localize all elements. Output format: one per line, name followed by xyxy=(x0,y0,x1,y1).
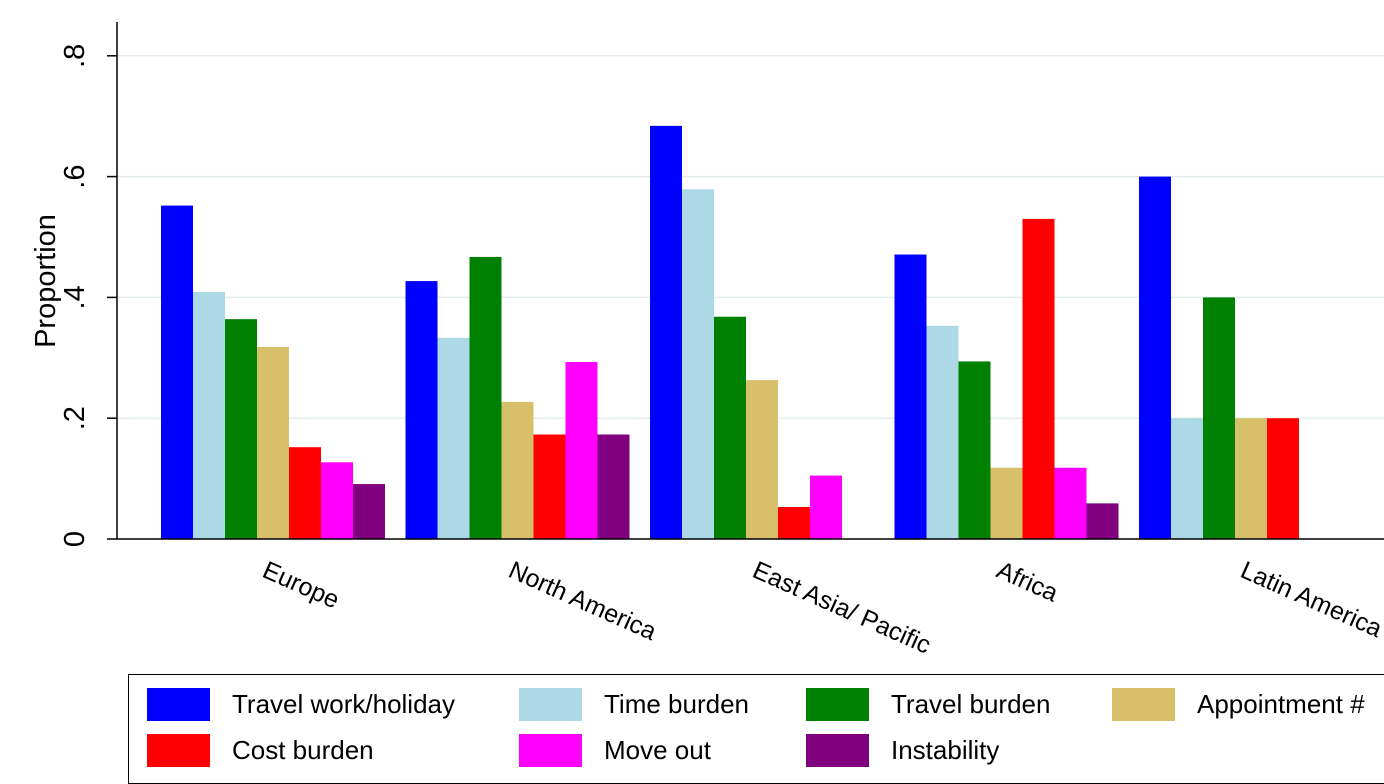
bar xyxy=(958,361,991,539)
bar xyxy=(437,337,470,539)
bar xyxy=(894,254,927,540)
legend-item: Time burden xyxy=(519,687,749,721)
x-tick-label: East Asia/ Pacific xyxy=(748,556,935,660)
legend-item: Travel work/holiday xyxy=(147,687,455,721)
legend-item: Travel burden xyxy=(806,687,1050,721)
legend-swatch xyxy=(147,733,210,767)
x-tick-label: Africa xyxy=(992,556,1062,608)
bar xyxy=(746,380,778,539)
legend-label: Appointment # xyxy=(1197,688,1365,719)
legend: Travel work/holiday Time burden Travel bur… xyxy=(128,674,1384,784)
y-tick-label: .2 xyxy=(59,406,91,430)
bar xyxy=(650,125,682,539)
bar xyxy=(501,401,534,539)
bar xyxy=(289,447,321,539)
x-labels: Europe North America East Asia/ Pacific Afr… xyxy=(258,556,1384,660)
bar xyxy=(778,506,810,539)
x-tick-label: Latin America xyxy=(1236,556,1384,643)
x-tick-label: Europe xyxy=(258,556,343,614)
grid-lines xyxy=(117,55,1384,419)
bar xyxy=(714,316,746,539)
bar xyxy=(990,467,1023,539)
bar xyxy=(926,325,959,539)
bar xyxy=(225,319,257,539)
legend-swatch xyxy=(1112,687,1175,721)
legend-item: Instability xyxy=(806,733,999,767)
legend-label: Move out xyxy=(604,734,711,765)
legend-label: Travel work/holiday xyxy=(232,688,456,719)
bar xyxy=(1054,467,1087,539)
bar xyxy=(1235,418,1267,539)
bar xyxy=(321,462,353,539)
bar xyxy=(161,205,193,540)
legend-item: Move out xyxy=(519,733,711,767)
bar xyxy=(1139,176,1171,539)
legend-label: Instability xyxy=(891,734,1000,765)
bar xyxy=(1171,418,1203,539)
y-tick-label: .4 xyxy=(59,285,91,309)
bar xyxy=(1022,218,1055,539)
bar xyxy=(405,281,438,539)
bar xyxy=(353,484,385,539)
bar xyxy=(1267,418,1299,539)
bar xyxy=(1086,503,1119,539)
y-tick-label: .6 xyxy=(59,165,91,189)
bar xyxy=(257,346,289,539)
legend-swatch xyxy=(519,687,582,721)
bars xyxy=(161,125,1299,540)
legend-swatch xyxy=(147,687,210,721)
bar xyxy=(533,434,566,539)
y-tick-label: .8 xyxy=(59,44,91,68)
legend-item: Appointment # xyxy=(1112,687,1365,721)
bar xyxy=(810,475,842,539)
y-ticks: 0 .2 .4 .6 .8 xyxy=(59,44,117,547)
legend-swatch xyxy=(806,733,869,767)
bar xyxy=(193,291,225,539)
bar xyxy=(597,434,630,539)
legend-swatch xyxy=(806,687,869,721)
legend-swatch xyxy=(519,733,582,767)
x-tick-label: North America xyxy=(504,556,660,646)
bar xyxy=(469,256,502,539)
legend-label: Cost burden xyxy=(232,734,374,765)
bar xyxy=(682,189,714,539)
legend-label: Time burden xyxy=(604,688,749,719)
y-axis-label: Proportion xyxy=(30,214,62,348)
legend-item: Cost burden xyxy=(147,733,374,767)
legend-label: Travel burden xyxy=(891,688,1051,719)
bar xyxy=(1203,297,1235,539)
y-tick-label: 0 xyxy=(59,531,91,547)
bar xyxy=(565,362,598,539)
